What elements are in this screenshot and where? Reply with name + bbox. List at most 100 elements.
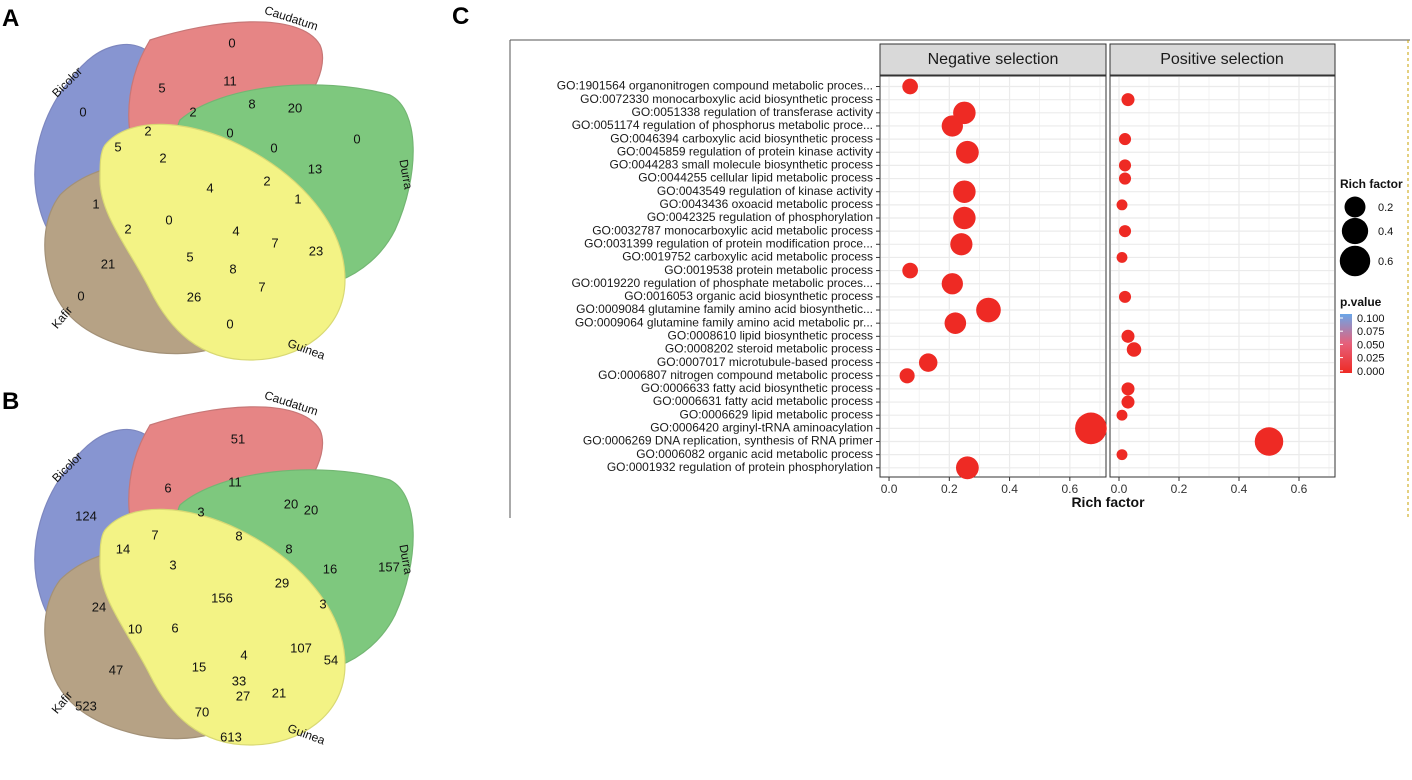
go-term-label: GO:0031399 regulation of protein modific… [584, 236, 873, 250]
venn-a-region-count: 11 [223, 73, 237, 88]
venn-b-region-count: 3 [169, 557, 176, 572]
go-term-label: GO:0044255 cellular lipid metabolic proc… [638, 171, 873, 185]
venn-b-region-count: 29 [275, 575, 289, 590]
venn-b-region-count: 157 [378, 559, 400, 574]
venn-b-region-count: 21 [272, 685, 286, 700]
data-point [1118, 159, 1132, 172]
go-term-label: GO:0019752 carboxylic acid metabolic pro… [622, 250, 873, 264]
size-legend-circle [1341, 217, 1369, 245]
data-point [1116, 251, 1128, 263]
data-point [1121, 395, 1135, 409]
venn-a-region-count: 1 [92, 196, 99, 211]
venn-a-region-count: 20 [288, 100, 302, 115]
venn-b-region-count: 33 [232, 673, 246, 688]
venn-a-region-count: 0 [79, 104, 86, 119]
venn-a-guinea-set [99, 123, 346, 361]
venn-b-region-count: 24 [92, 599, 106, 614]
data-point [1116, 409, 1128, 421]
data-points [899, 78, 1284, 480]
data-point [1121, 382, 1135, 396]
plot-area-negative [879, 75, 1107, 478]
x-axis-ticks: 0.0 0.2 0.4 0.6 0.0 0.2 0.4 0.6 [881, 477, 1308, 496]
go-term-label: GO:0008202 steroid metabolic process [665, 342, 873, 356]
venn-b-region-count: 11 [228, 474, 242, 489]
venn-a-region-count: 1 [294, 191, 301, 206]
size-legend-label: 0.2 [1378, 202, 1393, 214]
go-term-label: GO:0046394 carboxylic acid biosynthetic … [610, 131, 873, 145]
venn-b-region-count: 15 [192, 659, 206, 674]
go-term-label: GO:0006629 lipid metabolic process [680, 407, 873, 421]
x-tick-label: 0.2 [1171, 482, 1188, 496]
venn-a-region-count: 2 [189, 104, 196, 119]
data-point [953, 206, 976, 230]
facet-strip-positive-label: Positive selection [1160, 51, 1284, 68]
facet-strip-negative-label: Negative selection [928, 51, 1059, 68]
size-legend: Rich factor 0.2 0.4 0.6 [1339, 177, 1403, 277]
facet-strip-positive [1109, 43, 1336, 76]
data-point [976, 297, 1001, 323]
venn-a-region-count: 7 [271, 235, 278, 250]
go-term-label: GO:0007017 microtubule-based process [657, 355, 873, 369]
facet-strip-negative [879, 43, 1107, 76]
data-point [953, 180, 976, 203]
x-tick-label: 0.0 [881, 482, 898, 496]
x-axis-title: Rich factor [1071, 494, 1145, 510]
venn-b-region-count: 16 [323, 561, 337, 576]
data-point [941, 115, 963, 137]
venn-a-region-count: 0 [228, 35, 235, 50]
venn-b-region-count: 523 [75, 698, 97, 713]
data-point [1118, 172, 1132, 185]
venn-a-region-count: 0 [270, 140, 277, 155]
venn-a-region-count: 26 [187, 289, 201, 304]
panel-b-letter: B [2, 388, 19, 415]
size-legend-circle [1344, 196, 1366, 218]
dot-plot-panel-c: C Negative selection Positive selection … [452, 3, 1410, 518]
venn-a-region-count: 2 [144, 123, 151, 138]
go-term-label: GO:0001932 regulation of protein phospho… [607, 460, 873, 474]
go-term-label: GO:0043436 oxoacid metabolic process [660, 197, 873, 211]
size-legend-label: 0.6 [1378, 256, 1393, 268]
go-term-label: GO:0009084 glutamine family amino acid b… [576, 302, 873, 316]
venn-b-region-count: 3 [319, 596, 326, 611]
go-term-label: GO:0043549 regulation of kinase activity [657, 184, 873, 198]
color-legend-label: 0.100 [1357, 313, 1385, 325]
go-term-label: GO:0032787 monocarboxylic acid metabolic… [592, 223, 873, 237]
data-point [918, 353, 938, 372]
plot-area-positive [1109, 75, 1336, 478]
venn-a-region-count: 8 [229, 261, 236, 276]
venn-b-guinea-set [99, 508, 346, 746]
venn-b-region-count: 51 [231, 431, 245, 446]
data-point [1116, 449, 1128, 461]
data-point [1075, 412, 1107, 445]
grid-lines [881, 77, 1334, 476]
go-term-label: GO:0051174 regulation of phosphorus meta… [572, 118, 873, 132]
go-term-label: GO:0051338 regulation of transferase act… [632, 105, 873, 119]
go-term-label: GO:0006807 nitrogen compound metabolic p… [598, 368, 873, 382]
venn-panel-a: A Caudatum Bicolor Durra Kafir Guinea 01… [2, 3, 415, 363]
go-term-label: GO:0019220 regulation of phosphate metab… [571, 276, 873, 290]
venn-a-region-count: 0 [353, 131, 360, 146]
data-point [1254, 427, 1284, 456]
data-point [1121, 329, 1135, 343]
venn-a-region-count: 13 [308, 161, 322, 176]
venn-a-region-count: 2 [263, 173, 270, 188]
x-tick-label: 0.6 [1061, 482, 1078, 496]
venn-b-region-count: 20 [304, 502, 318, 517]
venn-a-region-count: 0 [226, 125, 233, 140]
venn-a-region-count: 0 [77, 288, 84, 303]
venn-a-region-count: 4 [206, 180, 213, 195]
data-point [1121, 93, 1135, 107]
x-tick-label: 0.0 [1111, 482, 1128, 496]
x-tick-label: 0.4 [1001, 482, 1018, 496]
venn-b-counts: 51 11 6 3 20 20 124 7 8 8 16 14 3 157 156 29 24 3 10 6 4 107 5… [75, 431, 400, 744]
venn-b-region-count: 70 [195, 704, 209, 719]
venn-b-region-count: 8 [235, 528, 242, 543]
data-point [902, 262, 918, 279]
data-point [1118, 225, 1132, 238]
color-legend-label: 0.075 [1357, 326, 1385, 338]
venn-b-region-count: 8 [285, 541, 292, 556]
venn-b-region-count: 6 [164, 480, 171, 495]
